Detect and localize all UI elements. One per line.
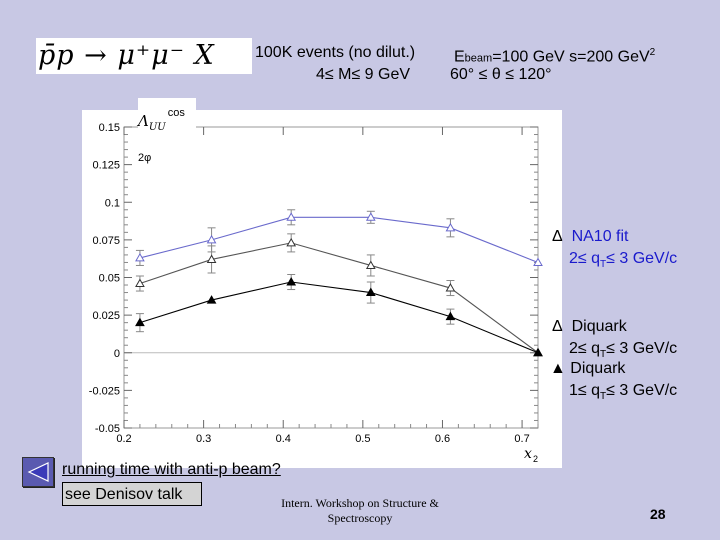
x-axis-label: x — [524, 446, 532, 462]
chart: -0.05 -0.025 0 0.025 0.05 0.075 0.1 0.125 0.15 0.… — [89, 122, 543, 464]
x-tick-label: 0.3 — [196, 433, 211, 445]
y-tick-label: -0.025 — [89, 385, 120, 397]
data-point — [445, 311, 456, 321]
running-time-note-text: running time with anti-p beam? — [62, 461, 281, 478]
legend-diquark-filled: ▲ Diquark — [550, 358, 625, 379]
data-point — [135, 317, 145, 327]
data-point — [286, 212, 297, 221]
legend-diquark-open-range-sub: T — [600, 349, 607, 361]
data-point — [286, 277, 297, 286]
theta-range-label: 60° ≤ θ ≤ 120° — [450, 66, 552, 83]
plot-panel: -0.05 -0.025 0 0.025 0.05 0.075 0.1 0.125 0.15 0.… — [82, 110, 562, 468]
legend-diquark-filled-range-end: ≤ 3 GeV/c — [606, 382, 678, 399]
y-axis-superscript: cos 2φ — [138, 107, 185, 164]
legend-diquark-filled-marker: ▲ — [550, 360, 566, 377]
data-point — [206, 234, 217, 244]
data-point — [365, 260, 376, 269]
y-axis-symbol: Λ — [138, 112, 149, 130]
y-tick-label: 0 — [114, 348, 120, 360]
y-tick-label: 0.125 — [92, 160, 120, 172]
x-tick-label: 0.7 — [514, 433, 529, 445]
legend-diquark-filled-range-start: 1≤ q — [569, 382, 601, 399]
plot-frame — [123, 126, 539, 429]
data-point — [135, 278, 145, 288]
page-number: 28 — [650, 506, 666, 522]
legend-diquark-open: Δ Diquark — [552, 316, 627, 337]
legend-na10-range: 2≤ qT≤ 3 GeV/c — [569, 248, 677, 275]
y-tick-label: 0.05 — [99, 273, 120, 285]
series-line — [139, 216, 539, 263]
x-tick-label: 0.2 — [116, 433, 131, 445]
data-point — [533, 347, 543, 357]
data-point — [533, 257, 543, 266]
data-point — [445, 222, 456, 232]
beam-prefix: E — [454, 48, 465, 66]
legend-diquark-open-range: 2≤ qT≤ 3 GeV/c — [569, 338, 677, 365]
legend-na10-label: NA10 fit — [571, 228, 629, 245]
events-label: 100K events (no dilut.) — [255, 44, 416, 61]
workshop-line-1: Intern. Workshop on Structure & — [281, 496, 439, 510]
x-tick-label: 0.4 — [276, 433, 291, 445]
legend-diquark-open-range-start: 2≤ q — [569, 340, 601, 357]
data-point — [286, 237, 297, 247]
y-tick-label: 0.15 — [99, 122, 120, 134]
y-axis-label: ΛUUcos 2φ — [138, 98, 196, 164]
running-time-note: running time with anti-p beam? — [62, 460, 281, 480]
beam-superscript: 2 — [649, 47, 656, 58]
back-arrow-icon — [27, 462, 49, 482]
denisov-talk-link[interactable]: see Denisov talk — [62, 482, 202, 506]
data-point — [206, 254, 217, 263]
beam-subscript: beam — [464, 52, 493, 65]
series-line — [139, 281, 539, 354]
workshop-footer: Intern. Workshop on Structure & Spectros… — [250, 496, 470, 526]
beam-value: =100 GeV s=200 GeV — [492, 48, 650, 66]
legend-diquark-filled-label: Diquark — [570, 360, 626, 377]
legend-na10-range-sub: T — [600, 259, 607, 271]
x-tick-label: 0.5 — [355, 433, 370, 445]
mass-range-label: 4≤ M≤ 9 GeV — [316, 66, 411, 83]
legend-na10-range-start: 2≤ q — [569, 250, 601, 267]
beam-energy-label: Ebeam=100 GeV s=200 GeV2 — [454, 43, 655, 68]
x-tick-label: 0.6 — [435, 433, 450, 445]
data-point — [365, 287, 376, 297]
data-point — [445, 283, 456, 292]
reaction-formula: p̄p → μ⁺μ⁻ X — [36, 38, 252, 74]
y-axis-subscript: UU — [148, 122, 166, 133]
y-tick-label: 0.1 — [105, 197, 120, 209]
y-tick-label: 0.025 — [92, 310, 120, 322]
legend-na10-marker: Δ — [552, 228, 563, 245]
legend-diquark-open-marker: Δ — [552, 318, 563, 335]
y-tick-label: -0.05 — [95, 423, 120, 435]
data-point — [365, 212, 376, 221]
legend-diquark-open-range-end: ≤ 3 GeV/c — [606, 340, 678, 357]
legend-na10-range-end: ≤ 3 GeV/c — [606, 250, 678, 267]
legend-diquark-filled-range-sub: T — [600, 391, 607, 403]
legend-na10: Δ NA10 fit — [552, 226, 629, 247]
y-tick-label: 0.075 — [92, 235, 120, 247]
series-line — [139, 242, 539, 354]
data-point — [206, 295, 217, 304]
back-button[interactable] — [22, 457, 54, 487]
data-point — [135, 252, 145, 262]
legend-diquark-filled-range: 1≤ qT≤ 3 GeV/c — [569, 380, 677, 407]
legend-diquark-open-label: Diquark — [571, 318, 627, 335]
workshop-line-2: Spectroscopy — [327, 511, 393, 525]
x-axis-label-sub: 2 — [533, 454, 538, 464]
